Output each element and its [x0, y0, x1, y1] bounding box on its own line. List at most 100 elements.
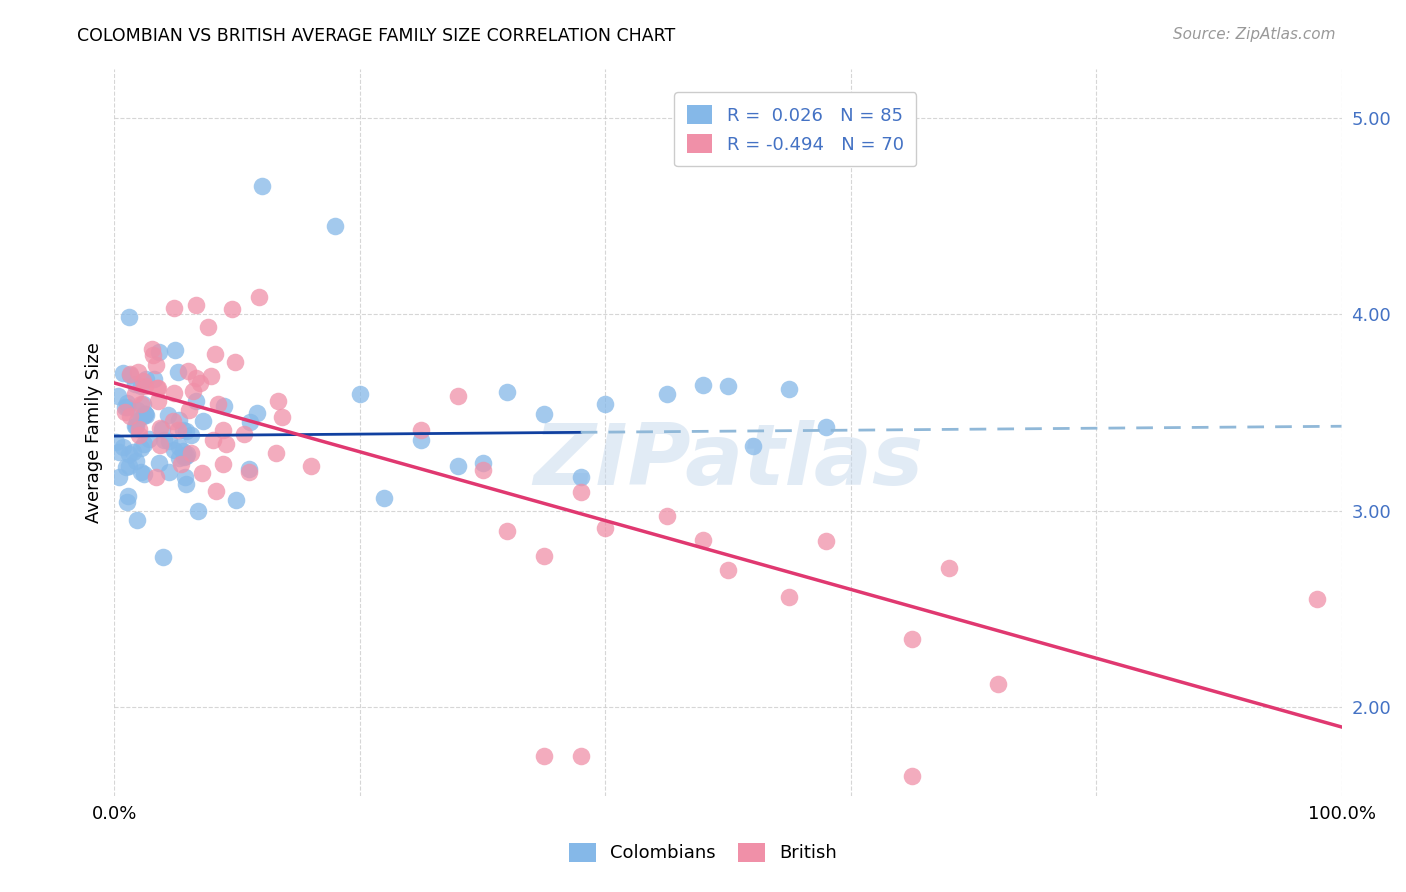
Point	[938, 560, 960, 574]
Point	[167, 440, 190, 454]
Point	[173, 450, 195, 464]
Point	[221, 302, 243, 317]
Point	[349, 387, 371, 401]
Point	[152, 549, 174, 564]
Point	[117, 489, 139, 503]
Point	[167, 413, 190, 427]
Point	[569, 470, 592, 484]
Point	[200, 368, 222, 383]
Point	[212, 457, 235, 471]
Point	[146, 381, 169, 395]
Point	[132, 409, 155, 423]
Point	[129, 465, 152, 479]
Point	[134, 407, 156, 421]
Point	[717, 379, 740, 393]
Point	[778, 382, 800, 396]
Point	[533, 549, 555, 563]
Point	[128, 428, 150, 442]
Point	[411, 423, 433, 437]
Point	[204, 347, 226, 361]
Point	[271, 409, 294, 424]
Point	[496, 524, 519, 538]
Point	[170, 458, 193, 472]
Point	[180, 446, 202, 460]
Point	[987, 677, 1010, 691]
Point	[129, 441, 152, 455]
Point	[266, 446, 288, 460]
Point	[815, 420, 838, 434]
Point	[267, 394, 290, 409]
Point	[225, 492, 247, 507]
Point	[250, 179, 273, 194]
Point	[247, 290, 270, 304]
Point	[129, 379, 152, 393]
Point	[117, 400, 139, 414]
Point	[1306, 592, 1329, 607]
Point	[169, 450, 191, 465]
Point	[174, 470, 197, 484]
Point	[145, 470, 167, 484]
Point	[145, 358, 167, 372]
Point	[157, 408, 180, 422]
Point	[128, 422, 150, 436]
Point	[114, 400, 136, 414]
Point	[125, 414, 148, 428]
Point	[692, 378, 714, 392]
Point	[163, 301, 186, 315]
Point	[238, 461, 260, 475]
Point	[778, 590, 800, 604]
Point	[157, 434, 180, 449]
Point	[471, 456, 494, 470]
Point	[132, 437, 155, 451]
Point	[197, 320, 219, 334]
Point	[179, 402, 201, 417]
Point	[104, 434, 127, 449]
Point	[447, 389, 470, 403]
Text: ZIPatlas: ZIPatlas	[533, 420, 924, 503]
Point	[107, 445, 129, 459]
Point	[112, 366, 135, 380]
Legend: R =  0.026   N = 85, R = -0.494   N = 70: R = 0.026 N = 85, R = -0.494 N = 70	[675, 92, 917, 166]
Point	[129, 397, 152, 411]
Point	[176, 449, 198, 463]
Point	[135, 372, 157, 386]
Point	[114, 405, 136, 419]
Point	[299, 458, 322, 473]
Point	[177, 363, 200, 377]
Point	[125, 513, 148, 527]
Point	[142, 348, 165, 362]
Point	[239, 416, 262, 430]
Point	[373, 491, 395, 506]
Point	[224, 355, 246, 369]
Point	[741, 439, 763, 453]
Point	[135, 409, 157, 423]
Point	[901, 769, 924, 783]
Point	[191, 414, 214, 428]
Point	[172, 443, 194, 458]
Point	[107, 389, 129, 403]
Point	[118, 310, 141, 325]
Point	[148, 456, 170, 470]
Point	[188, 376, 211, 390]
Point	[111, 440, 134, 454]
Point	[172, 423, 194, 437]
Point	[211, 423, 233, 437]
Point	[132, 397, 155, 411]
Point	[180, 428, 202, 442]
Text: Source: ZipAtlas.com: Source: ZipAtlas.com	[1173, 27, 1336, 42]
Point	[533, 407, 555, 421]
Point	[181, 384, 204, 398]
Point	[120, 368, 142, 382]
Y-axis label: Average Family Size: Average Family Size	[86, 342, 103, 523]
Point	[124, 376, 146, 391]
Point	[533, 749, 555, 764]
Point	[149, 421, 172, 435]
Point	[134, 379, 156, 393]
Point	[134, 408, 156, 422]
Point	[163, 443, 186, 458]
Point	[692, 533, 714, 548]
Point	[146, 381, 169, 395]
Point	[132, 467, 155, 482]
Point	[166, 423, 188, 437]
Point	[174, 476, 197, 491]
